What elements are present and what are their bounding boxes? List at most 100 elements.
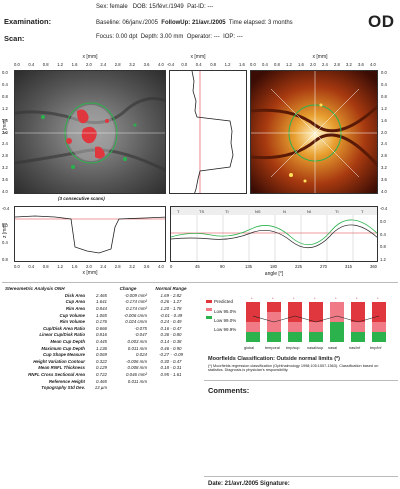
footer-divider <box>204 476 398 477</box>
moorfields-bar-segment <box>267 312 281 322</box>
param-name: Mean RNFL Thickness <box>38 365 85 371</box>
angle-tick: 270 <box>320 264 327 269</box>
right-x-tick: 2.0 <box>310 62 316 67</box>
mid-x-tick: 1.6 <box>239 62 245 67</box>
param-value: 0.129 <box>96 365 107 371</box>
right-x-tick: 1.2 <box>286 62 292 67</box>
angle-tick: 90 <box>220 264 225 269</box>
eye-label: OD <box>368 12 395 31</box>
stereometric-panel: Stereometric Analysis ONH Change Normal … <box>4 285 202 391</box>
param-value: 13 µm <box>94 385 107 391</box>
sector-status-mark: * <box>356 296 358 301</box>
moorfields-bar-segment <box>372 312 386 322</box>
sector-label: tmp/inf <box>370 346 382 350</box>
left-x-axis-title: x [mm] <box>82 54 98 60</box>
profile-left-x-tick: 2.8 <box>114 264 121 269</box>
baseline-text: Baseline: 06/janv./2005 <box>96 20 158 26</box>
param-name: Cup Shape Measure <box>43 352 85 358</box>
change-header: Change <box>119 286 137 291</box>
profile-left-x-tick: 1.6 <box>71 264 78 269</box>
svg-text:T: T <box>361 209 364 214</box>
param-normal: 0.95 - 1.61 <box>160 371 182 377</box>
left-y-tick: 0.4 <box>2 81 8 87</box>
right-x-ticks: 0.0 0.4 0.8 1.2 1.6 2.0 2.4 2.8 3.2 3.6 4.0 <box>250 62 378 68</box>
param-name: Maximum Cup Depth <box>41 345 85 351</box>
left-y-tick: 1.2 <box>2 105 8 111</box>
param-value: 0.816 <box>96 332 107 338</box>
moorfields-bar-segment <box>330 322 344 332</box>
scan-info: Focus: 0.00 dpt Depth: 3.00 mm Operator:… <box>96 34 243 40</box>
left-y-tick: 4.0 <box>2 189 8 194</box>
moorfields-bar-segment <box>288 302 302 312</box>
section-divider <box>2 282 398 283</box>
right-x-tick: 2.4 <box>322 62 328 67</box>
param-change: -0.006 mm <box>126 358 147 364</box>
stereometric-row: Mean Cup Depth 0.445 0.003 mm 0.14 - 0.38 <box>4 338 194 345</box>
right-y-tick: 2.4 <box>381 141 387 147</box>
profile-right-y-ticks: -0.4 0.0 0.4 0.8 1.2 <box>380 206 396 262</box>
svg-text:TI: TI <box>335 209 339 214</box>
moorfields-bar-segment <box>351 332 365 342</box>
moorfields-bar-segment <box>288 322 302 332</box>
param-value: 1.065 <box>96 312 107 318</box>
moorfields-bar-segment <box>330 312 344 322</box>
param-change: 0.046 mm² <box>126 371 147 377</box>
param-name: Cup/Disk Area Ratio <box>42 325 85 331</box>
right-y-tick: 1.6 <box>381 117 387 123</box>
moorfields-panel: * * * * * * * Predicted Low 95.0% Low 99.0% Lo… <box>206 296 396 372</box>
left-y-tick: 0.8 <box>2 93 8 99</box>
legend-predicted: Predicted <box>214 299 234 304</box>
left-x-tick: 1.6 <box>71 62 78 67</box>
moorfields-bar-segment <box>267 302 281 312</box>
param-value: 0.322 <box>96 358 107 364</box>
moorfields-bar-segment <box>267 332 281 342</box>
right-y-tick: 0.0 <box>381 70 387 75</box>
profile-left-x-ticks: 0.0 0.4 0.8 1.2 1.6 2.0 2.4 2.8 3.2 3.6 4.0 <box>14 264 166 270</box>
param-value: 1.136 <box>96 345 107 351</box>
sector-label: temporal <box>265 346 280 350</box>
moorfields-bar-segment <box>309 332 323 342</box>
param-change: 0.174 mm² <box>126 305 147 311</box>
mid-x-tick: 0.0 <box>181 62 188 67</box>
param-name: Topography Std Dev. <box>41 385 85 391</box>
param-value: 0.722 <box>96 371 107 377</box>
vertical-profile-plot <box>169 70 247 194</box>
reflectance-image <box>250 70 378 194</box>
angle-tick: 45 <box>195 264 200 269</box>
mid-x-ticks: -0.4 0.0 0.4 0.8 1.2 1.6 <box>167 62 247 68</box>
stereometric-row: Maximum Cup Depth 1.136 0.011 mm 0.46 - 0.9… <box>4 345 194 352</box>
left-y-tick: 2.0 <box>2 129 8 135</box>
stereometric-row: RNFL Cross Sectional Area 0.722 0.046 mm² 0… <box>4 371 194 378</box>
patient-info: Sex: female DOB: 15/févr./1949 Pat-ID: -… <box>96 4 213 10</box>
right-x-tick: 0.4 <box>262 62 268 67</box>
moorfields-bar-segment <box>330 302 344 312</box>
svg-text:TS: TS <box>199 209 204 214</box>
profile-left-x-tick: 2.4 <box>100 264 107 269</box>
left-x-tick: 1.2 <box>57 62 64 67</box>
moorfields-bar-segment <box>309 302 323 312</box>
angle-profile-plot: T TS TI NS N NI TI T <box>170 206 378 262</box>
left-y-tick: 0.0 <box>2 70 8 75</box>
sector-label: nas/inf <box>349 346 361 350</box>
angle-axis-title: angle [°] <box>264 271 284 277</box>
right-y-tick: 0.4 <box>381 81 387 87</box>
stereometric-row: Cup Area 1.641 -0.174 mm² 0.26 - 1.27 <box>4 299 194 306</box>
moorfields-bar-segment <box>351 322 365 332</box>
left-x-ticks: 0.0 0.4 0.8 1.2 1.6 2.0 2.4 2.8 3.2 3.6 4.0 <box>14 62 166 68</box>
left-y-tick: 3.6 <box>2 177 8 183</box>
angle-tick: 135 <box>245 264 252 269</box>
right-y-tick: 3.6 <box>381 177 387 183</box>
moorfields-bar-segment <box>372 302 386 312</box>
right-y-tick: 0.8 <box>381 93 387 99</box>
param-name: Height Variation Contour <box>33 358 85 364</box>
angle-tick: 180 <box>270 264 277 269</box>
right-y-tick: 3.2 <box>381 165 387 171</box>
moorfields-bar-segment <box>309 322 323 332</box>
moorfields-bar-segment <box>246 312 260 322</box>
stereometric-row: Rim Area 0.844 0.174 mm² 1.20 - 1.78 <box>4 305 194 312</box>
moorfields-bar-segment <box>246 302 260 312</box>
profile-left-y-tick: 0.0 <box>2 223 8 228</box>
param-normal: 1.69 - 2.82 <box>160 292 182 298</box>
stereometric-row: Linear Cup/Disk Ratio 0.816 -0.047 0.36 - 0… <box>4 332 194 339</box>
param-value: 1.641 <box>96 299 107 305</box>
